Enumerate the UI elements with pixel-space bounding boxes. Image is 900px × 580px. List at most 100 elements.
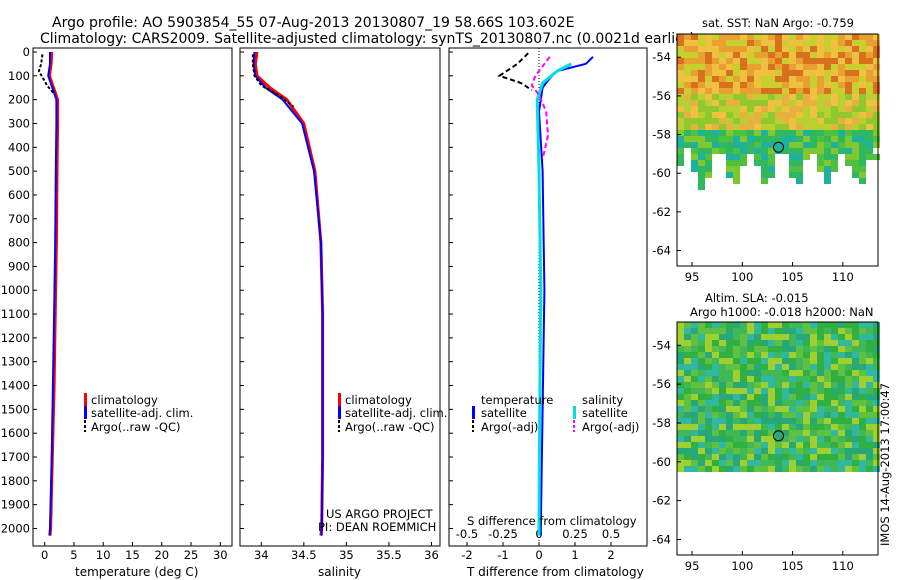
sla-cell	[719, 334, 726, 340]
sst-cell	[677, 154, 684, 160]
sla-cell	[712, 382, 719, 388]
sla-cell	[831, 454, 838, 460]
sst-cell	[845, 100, 852, 106]
sla-cell	[754, 364, 761, 370]
sla-cell	[782, 400, 789, 406]
sst-cell	[677, 106, 684, 112]
sst-cell	[866, 106, 873, 112]
sst-cell	[733, 172, 740, 178]
sla-cell	[803, 382, 810, 388]
sst-cell	[740, 52, 747, 58]
sla-cell	[698, 370, 705, 376]
sst-cell	[726, 88, 733, 94]
sla-cell	[824, 436, 831, 442]
x-tick-label: 15	[125, 548, 140, 562]
sst-cell	[691, 58, 698, 64]
sst-cell	[810, 82, 817, 88]
sst-cell	[831, 94, 838, 100]
sst-cell	[852, 142, 859, 148]
sla-cell	[838, 382, 845, 388]
sla-cell	[845, 322, 852, 328]
sst-cell	[824, 88, 831, 94]
sla-cell	[866, 376, 873, 382]
sla-cell	[859, 358, 866, 364]
sla-cell	[761, 460, 768, 466]
sla-cell	[740, 340, 747, 346]
sla-cell	[817, 412, 824, 418]
sst-cell	[852, 46, 859, 52]
sst-cell	[719, 58, 726, 64]
sst-cell	[845, 88, 852, 94]
sla-cell	[733, 370, 740, 376]
sst-cell	[761, 148, 768, 154]
sst-cell	[866, 100, 873, 106]
sst-cell	[873, 106, 880, 112]
sla-cell	[768, 364, 775, 370]
sla-cell	[873, 424, 880, 430]
sla-cell	[698, 394, 705, 400]
sla-cell	[691, 454, 698, 460]
sst-cell	[754, 88, 761, 94]
sst-cell	[712, 64, 719, 70]
sst-cell	[796, 64, 803, 70]
sla-cell	[873, 364, 880, 370]
sst-cell	[810, 118, 817, 124]
sla-cell	[677, 406, 684, 412]
sla-cell	[705, 418, 712, 424]
sst-cell	[810, 58, 817, 64]
sst-cell	[768, 52, 775, 58]
sst-cell	[719, 40, 726, 46]
sla-cell	[824, 466, 831, 472]
lat-tick-label: -60	[652, 166, 671, 180]
sst-cell	[859, 94, 866, 100]
sst-cell	[747, 76, 754, 82]
sla-cell	[789, 412, 796, 418]
sst-cell	[733, 82, 740, 88]
sst-cell	[768, 160, 775, 166]
sla-cell	[817, 334, 824, 340]
sst-cell	[789, 82, 796, 88]
sla-cell	[712, 346, 719, 352]
sla-cell	[845, 364, 852, 370]
sla-cell	[796, 328, 803, 334]
sla-cell	[782, 328, 789, 334]
sla-cell	[775, 418, 782, 424]
sla-cell	[845, 358, 852, 364]
sst-lon-tick-labels: 95 100 105 110	[685, 262, 854, 284]
sla-cell	[698, 388, 705, 394]
sst-cell	[705, 34, 712, 40]
legend-header-salinity: salinity	[582, 393, 623, 407]
sst-cell	[768, 40, 775, 46]
sla-cell	[719, 430, 726, 436]
sst-cell	[796, 94, 803, 100]
sla-cell	[712, 358, 719, 364]
sst-cell	[691, 154, 698, 160]
sst-cell	[712, 88, 719, 94]
sla-cell	[817, 418, 824, 424]
sst-cell	[768, 154, 775, 160]
sla-cell	[824, 448, 831, 454]
sst-cell	[740, 94, 747, 100]
sla-cell	[775, 424, 782, 430]
sst-cell	[789, 106, 796, 112]
sst-map-panel: sat. SST: NaN Argo: -0.759 -54-56-58-60-…	[652, 16, 880, 284]
sla-cell	[866, 406, 873, 412]
depth-tick-label: 1600	[1, 426, 30, 440]
sla-cell	[873, 430, 880, 436]
sla-cell	[761, 328, 768, 334]
sla-cell	[719, 448, 726, 454]
series-line-salinity-argo-adj-	[530, 56, 551, 160]
sla-cell	[859, 394, 866, 400]
sst-cell	[789, 154, 796, 160]
sst-cell	[761, 106, 768, 112]
sla-cell	[719, 418, 726, 424]
sst-cell	[740, 160, 747, 166]
sst-cell	[789, 166, 796, 172]
salinity-tick-labels: 34 34.5 35 35.5 36	[254, 542, 439, 562]
depth-tick-label: 700	[8, 212, 30, 226]
sst-cell	[782, 112, 789, 118]
sst-cell	[684, 76, 691, 82]
sst-cell	[873, 52, 880, 58]
sla-cell	[775, 466, 782, 472]
sst-cell	[789, 172, 796, 178]
